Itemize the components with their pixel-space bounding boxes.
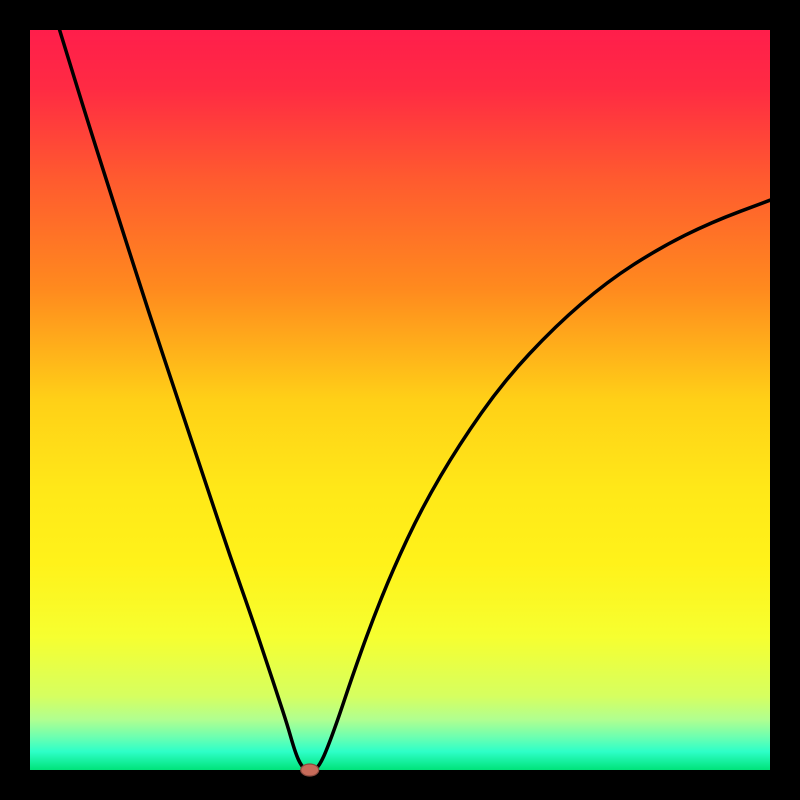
chart-container: TheBottlenecker.com [0, 0, 800, 800]
plot-area [30, 30, 770, 770]
minimum-marker [301, 764, 319, 776]
bottleneck-chart [0, 0, 800, 800]
